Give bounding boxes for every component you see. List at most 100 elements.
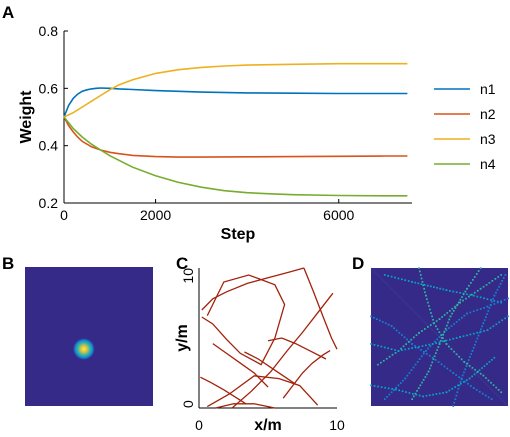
d-trace-dot	[454, 386, 456, 388]
d-trace-dot	[471, 350, 474, 352]
panel-b-heatmap	[25, 267, 153, 406]
d-trace-dot	[427, 347, 429, 350]
d-trace-dot	[486, 329, 489, 331]
d-trace-dot	[473, 276, 476, 278]
d-trace-dot	[402, 379, 404, 382]
d-trace-dot	[437, 346, 440, 348]
series-line-n3	[63, 62, 408, 118]
d-trace-dot	[485, 284, 488, 286]
d-trace-dot	[425, 294, 427, 297]
d-trace-dot	[390, 391, 393, 394]
d-trace-dot	[488, 282, 491, 284]
d-trace-dot	[464, 368, 466, 371]
d-trace-dot	[443, 330, 446, 333]
d-trace-dot	[497, 276, 500, 278]
d-trace-dot	[423, 284, 426, 286]
d-trace-dot	[486, 363, 488, 365]
d-trace-dot	[459, 301, 461, 304]
d-trace-dot	[421, 281, 424, 283]
d-trace-dot	[475, 340, 477, 343]
d-trace-dot	[436, 287, 438, 289]
d-trace-dot	[488, 361, 491, 363]
d-trace-dot	[465, 365, 468, 367]
d-trace-dot	[465, 379, 468, 381]
d-trace-dot	[428, 354, 431, 357]
d-trace-dot	[423, 287, 425, 290]
d-trace-dot	[472, 346, 475, 349]
d-trace-dot	[426, 373, 428, 376]
d-trace-dot	[411, 398, 413, 400]
d-trace-dot	[488, 307, 491, 309]
d-trace-dot	[486, 313, 488, 315]
d-trace-dot	[449, 369, 452, 372]
c-y-axis-label: y/m	[174, 324, 191, 352]
panel-c-plot: 0 10 0 10 x/m y/m	[174, 267, 345, 434]
d-trace-dot	[381, 321, 384, 323]
d-trace-dot	[448, 327, 450, 329]
d-trace-dot	[452, 290, 455, 293]
series-line-n4	[63, 116, 408, 197]
d-trace-dot	[418, 267, 420, 269]
d-trace-dot	[483, 365, 486, 367]
d-trace-dot	[472, 310, 475, 313]
d-trace-dot	[461, 374, 464, 377]
d-trace-dot	[492, 325, 495, 328]
d-trace-dot	[411, 343, 413, 345]
d-trace-dot	[438, 331, 441, 333]
d-trace-dot	[415, 393, 418, 396]
d-trace-dot	[420, 277, 423, 280]
d-trace-dot	[466, 334, 468, 337]
d-trace-dot	[450, 325, 453, 327]
d-trace-dot	[397, 350, 400, 352]
d-trace-dot	[418, 332, 420, 334]
d-trace-dot	[479, 372, 482, 375]
d-trace-dot	[475, 273, 478, 275]
d-trace-dot	[445, 343, 448, 345]
trajectory-path	[215, 403, 276, 409]
b-background	[25, 267, 153, 406]
d-trace-dot	[401, 390, 404, 393]
d-trace-dot	[464, 380, 466, 383]
d-trace-dot	[477, 334, 480, 337]
d-trace-dot	[462, 293, 465, 296]
d-trace-dot	[427, 370, 430, 373]
d-trace-dot	[452, 310, 455, 312]
d-trace-dot	[417, 387, 420, 389]
d-trace-dot	[469, 356, 471, 358]
d-trace-dot	[500, 301, 502, 304]
d-trace-dot	[492, 384, 495, 386]
d-trace-dot	[414, 346, 417, 349]
d-trace-dot	[390, 325, 393, 327]
d-trace-dot	[421, 330, 423, 332]
d-trace-dot	[465, 297, 467, 300]
d-trace-dot	[487, 379, 490, 382]
d-trace-dot	[397, 384, 400, 387]
d-trace-dot	[463, 361, 466, 363]
d-trace-dot	[455, 321, 458, 323]
d-trace-dot	[471, 375, 473, 378]
d-trace-dot	[451, 387, 454, 390]
d-trace-dot	[456, 391, 459, 394]
d-trace-dot	[497, 389, 500, 391]
d-trace-dot	[476, 289, 479, 292]
d-trace-dot	[377, 363, 379, 366]
d-trace-dot	[387, 387, 390, 390]
d-trace-dot	[461, 296, 463, 298]
d-trace-dot	[468, 365, 471, 367]
d-trace-dot	[430, 364, 432, 367]
d-trace-dot	[417, 347, 419, 349]
d-trace-dot	[449, 290, 451, 292]
d-trace-dot	[489, 327, 492, 329]
d-trace-dot	[479, 287, 482, 290]
d-trace-dot	[493, 356, 496, 359]
d-trace-dot	[421, 345, 424, 347]
d-trace-dot	[373, 316, 375, 319]
d-trace-dot	[438, 392, 441, 395]
d-trace-dot	[458, 355, 460, 358]
d-trace-dot	[406, 374, 409, 377]
d-trace-dot	[382, 359, 385, 362]
d-trace-dot	[483, 297, 485, 300]
d-trace-dot	[422, 284, 425, 287]
d-trace-dot	[380, 386, 383, 388]
d-trace-dot	[501, 280, 503, 282]
